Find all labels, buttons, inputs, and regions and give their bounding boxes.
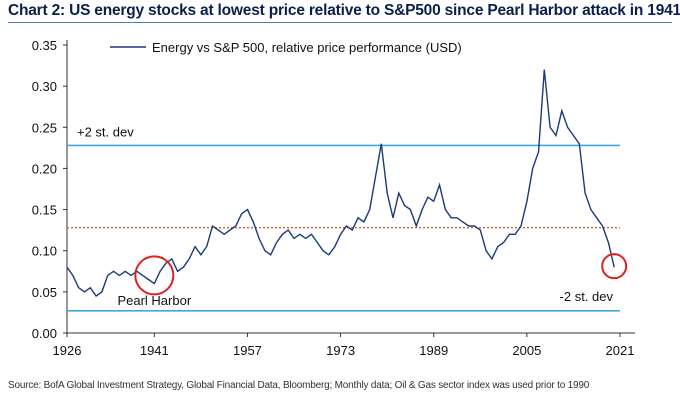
y-tick-label: 0.00 — [32, 326, 57, 341]
red-circle-marker — [601, 253, 628, 280]
y-tick-label: 0.30 — [32, 79, 57, 94]
y-tick-label: 0.05 — [32, 285, 57, 300]
x-tick-label: 1957 — [233, 343, 262, 358]
y-tick-label: 0.20 — [32, 161, 57, 176]
chart: 0.00 0.05 0.10 0.15 0.20 0.25 0.30 0.35 1926 1941… — [32, 38, 635, 358]
x-tick-label: 1973 — [326, 343, 355, 358]
legend-label: Energy vs S&P 500, relative price perfor… — [152, 40, 462, 55]
x-tick-label: 2021 — [606, 343, 635, 358]
x-tick-label: 1941 — [140, 343, 169, 358]
x-tick-label: 2005 — [512, 343, 541, 358]
y-tick-label: 0.10 — [32, 244, 57, 259]
chart-title: Chart 2: US energy stocks at lowest pric… — [8, 2, 680, 19]
pearl-harbor-label: Pearl Harbor — [117, 293, 191, 308]
x-tick-label: 1989 — [419, 343, 448, 358]
upper-band-label: +2 st. dev — [77, 124, 134, 139]
y-tick-label: 0.15 — [32, 203, 57, 218]
source-note: Source: BofA Global Investment Strategy,… — [8, 380, 590, 391]
series-line — [66, 69, 615, 297]
y-tick-label: 0.35 — [32, 38, 57, 53]
red-circle-marker — [134, 255, 175, 296]
title-underline — [8, 22, 672, 23]
lower-band-label: -2 st. dev — [560, 289, 614, 304]
x-tick-label: 1926 — [53, 343, 82, 358]
y-tick-label: 0.25 — [32, 120, 57, 135]
